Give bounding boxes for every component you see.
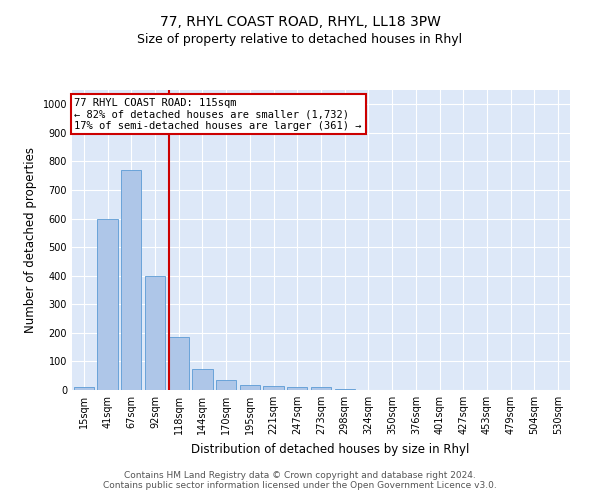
Bar [311,387,331,390]
Bar [145,276,165,390]
Y-axis label: Number of detached properties: Number of detached properties [24,147,37,333]
Bar [97,218,118,390]
Text: Distribution of detached houses by size in Rhyl: Distribution of detached houses by size … [191,442,469,456]
Bar [74,387,94,390]
Bar [193,368,212,390]
Text: Contains HM Land Registry data © Crown copyright and database right 2024.
Contai: Contains HM Land Registry data © Crown c… [103,470,497,490]
Text: Size of property relative to detached houses in Rhyl: Size of property relative to detached ho… [137,32,463,46]
Bar [169,337,189,390]
Bar [216,380,236,390]
Bar [121,170,142,390]
Bar [335,388,355,390]
Bar [240,385,260,390]
Text: 77 RHYL COAST ROAD: 115sqm
← 82% of detached houses are smaller (1,732)
17% of s: 77 RHYL COAST ROAD: 115sqm ← 82% of deta… [74,98,362,130]
Bar [263,386,284,390]
Text: 77, RHYL COAST ROAD, RHYL, LL18 3PW: 77, RHYL COAST ROAD, RHYL, LL18 3PW [160,15,440,29]
Bar [287,387,307,390]
